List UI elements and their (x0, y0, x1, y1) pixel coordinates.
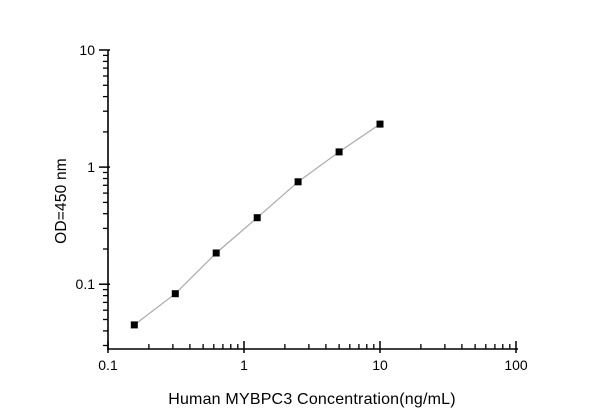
x-tick-label: 100 (504, 357, 528, 373)
data-point-marker (376, 120, 384, 128)
data-point-marker (253, 214, 261, 222)
data-point-marker (171, 290, 179, 298)
data-point-marker (294, 178, 302, 186)
data-point-marker (212, 249, 220, 257)
y-axis-title: OD=450 nm (53, 158, 70, 244)
data-point-marker (335, 148, 343, 156)
x-tick-label: 10 (372, 357, 388, 373)
x-axis-title: Human MYBPC3 Concentration(ng/mL) (168, 391, 456, 408)
series-line (133, 123, 381, 326)
y-tick-label: 10 (79, 42, 95, 58)
x-tick-label: 1 (240, 357, 248, 373)
x-tick-label: 0.1 (98, 357, 118, 373)
y-tick-label: 0.1 (76, 276, 96, 292)
y-tick-label: 1 (87, 159, 95, 175)
data-point-marker (130, 321, 138, 329)
